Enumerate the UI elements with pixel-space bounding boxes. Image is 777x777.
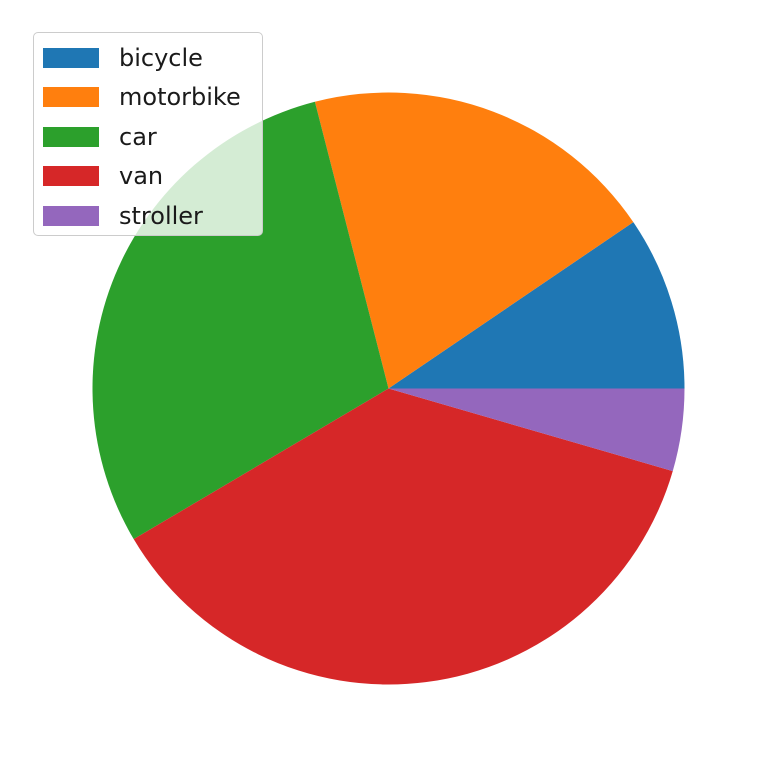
legend-item-car: car <box>34 117 262 157</box>
legend-item-stroller: stroller <box>34 196 262 236</box>
pie-slice-motorbike <box>314 92 634 389</box>
pie-slice-van <box>133 388 673 685</box>
legend-label-car: car <box>119 122 157 151</box>
pie-slice-bicycle <box>388 222 685 389</box>
legend-label-stroller: stroller <box>119 201 203 230</box>
legend-swatch-bicycle <box>43 47 99 68</box>
legend-item-van: van <box>34 157 262 197</box>
legend-swatch-car <box>43 126 99 147</box>
legend: bicycle motorbike car van stroller <box>33 32 263 236</box>
legend-label-bicycle: bicycle <box>119 43 203 72</box>
legend-swatch-motorbike <box>43 87 99 108</box>
legend-item-motorbike: motorbike <box>34 78 262 118</box>
legend-label-motorbike: motorbike <box>119 83 241 112</box>
pie-slice-stroller <box>388 388 685 472</box>
legend-swatch-van <box>43 166 99 187</box>
legend-swatch-stroller <box>43 205 99 226</box>
legend-item-bicycle: bicycle <box>34 38 262 78</box>
legend-label-van: van <box>119 162 164 191</box>
